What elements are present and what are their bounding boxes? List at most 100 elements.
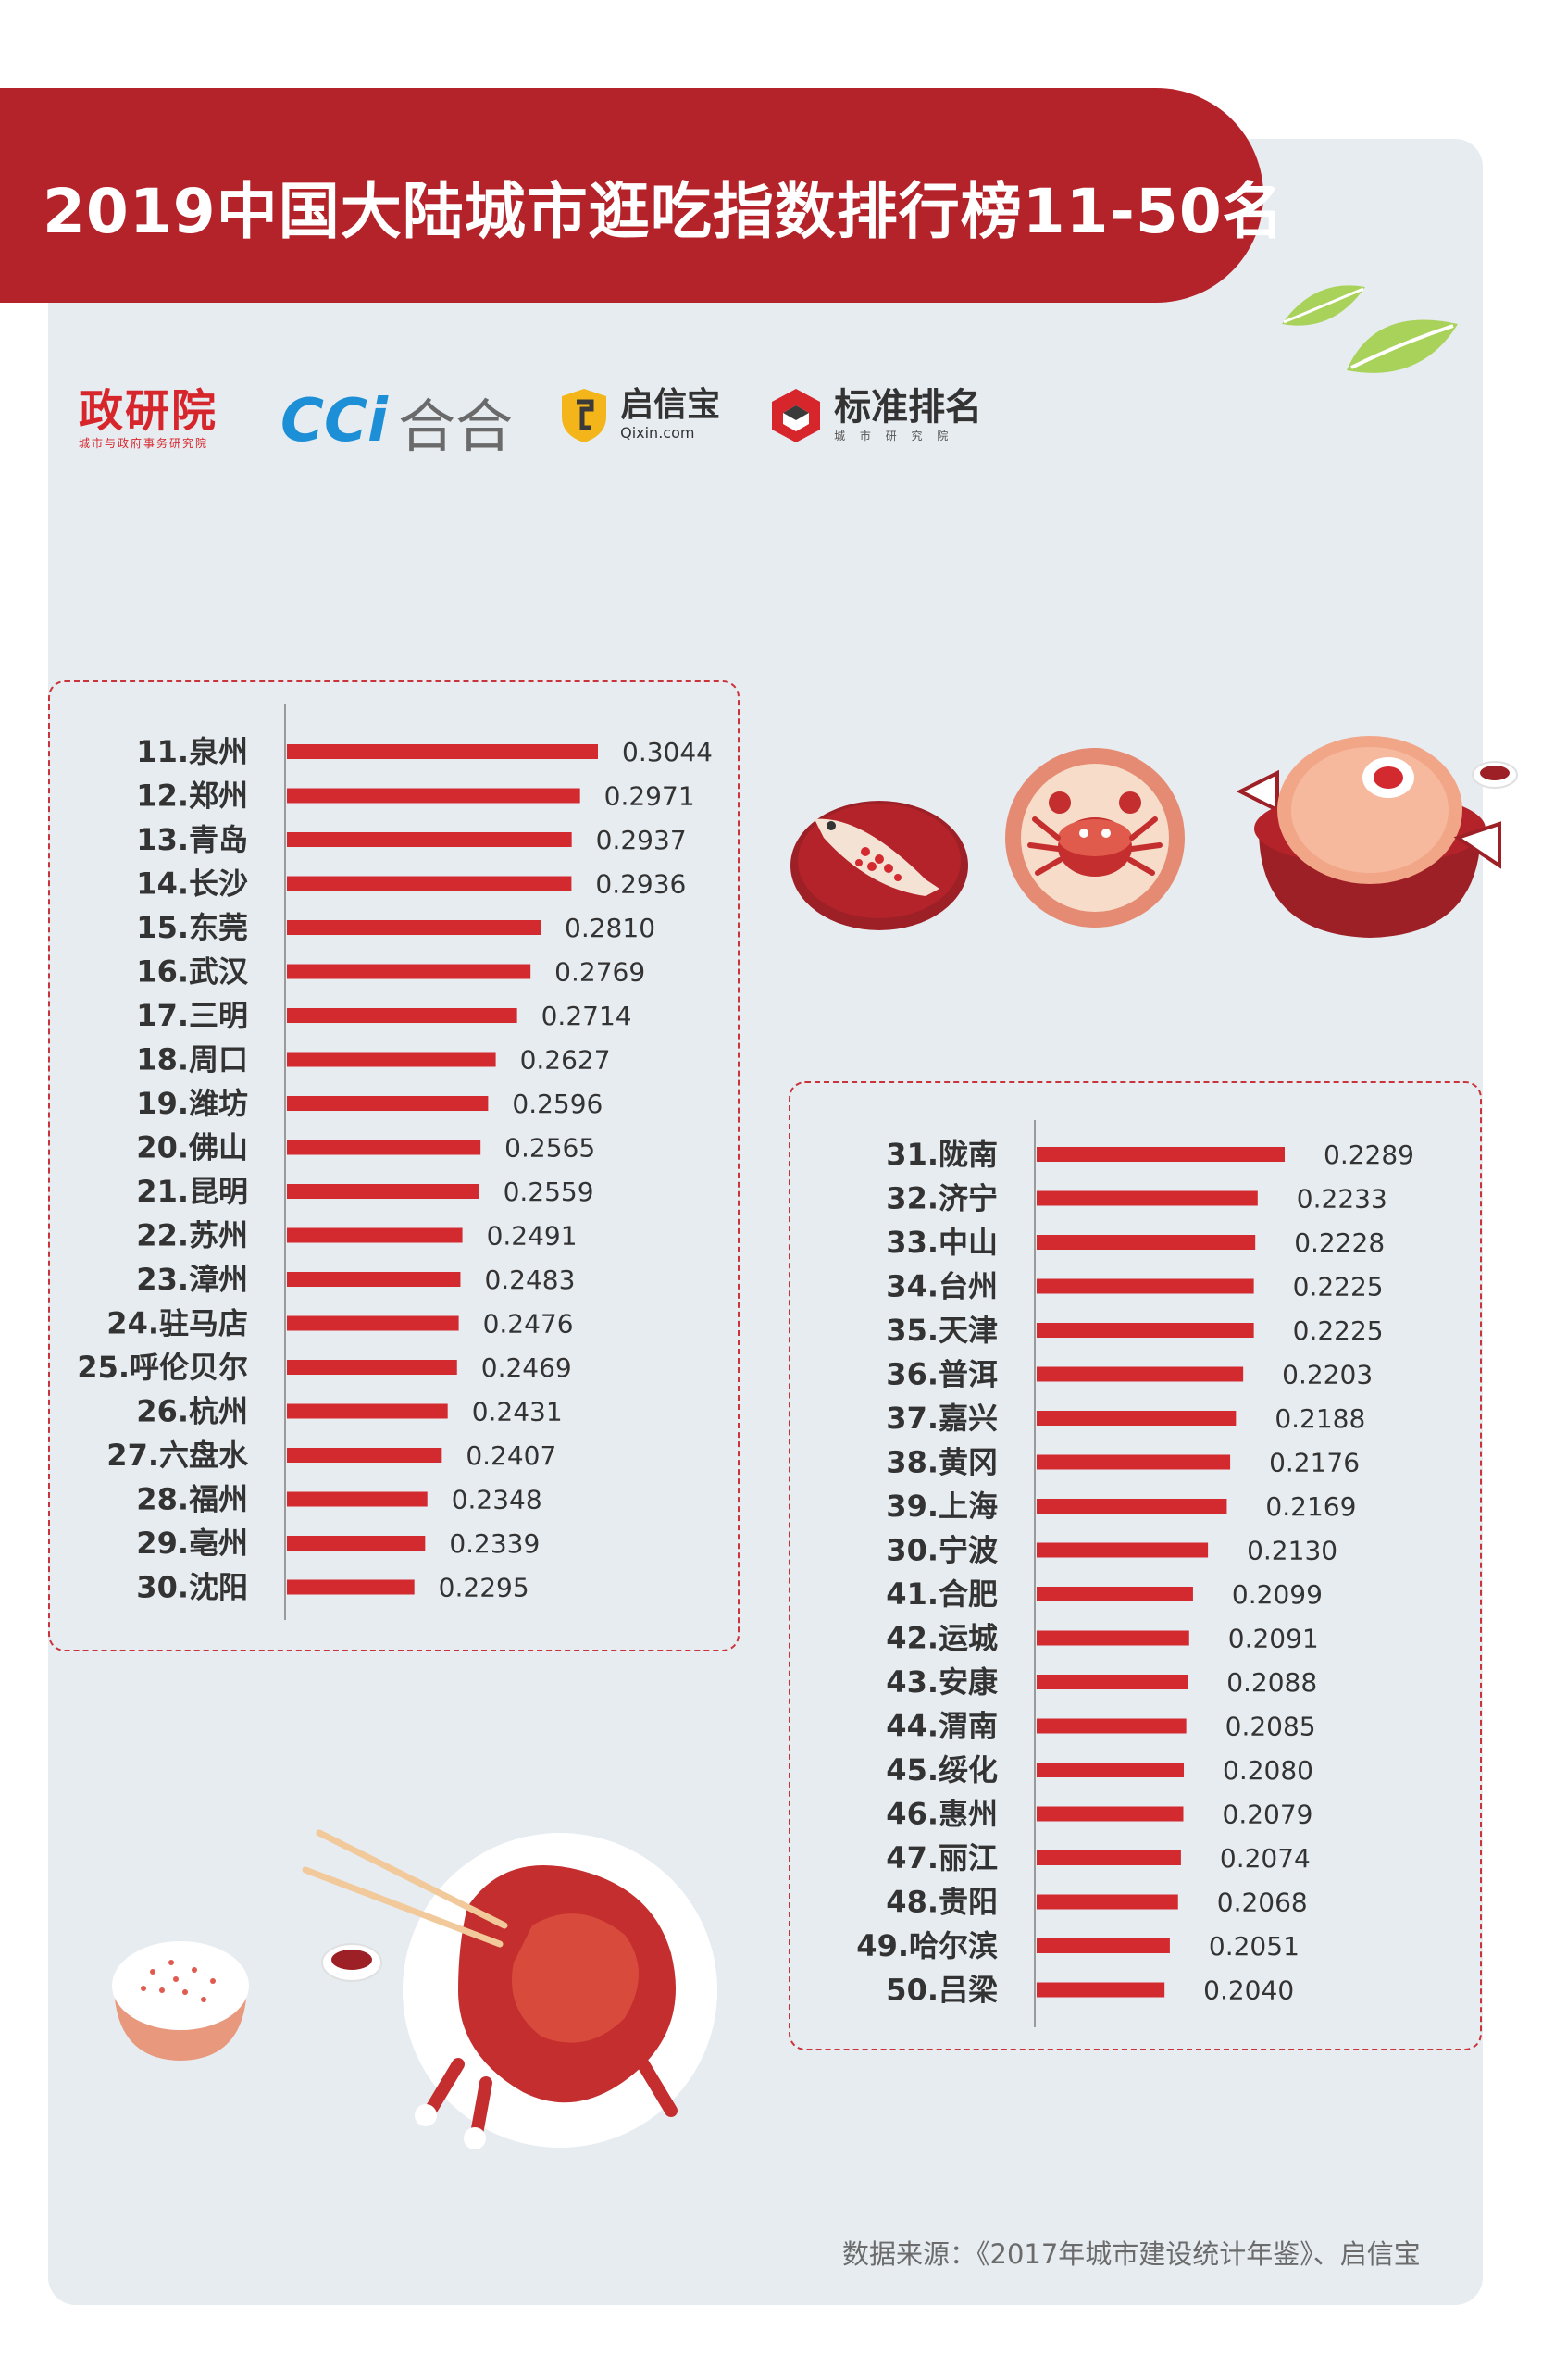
category-label: 13.青岛 — [136, 822, 248, 857]
bar — [1037, 1938, 1170, 1953]
category-label: 30.宁波 — [886, 1533, 998, 1568]
category-label: 22.苏州 — [136, 1218, 248, 1253]
logo-biaozhun: 标准排名 城 市 研 究 院 — [768, 387, 982, 444]
bar — [1037, 1630, 1189, 1646]
bar — [1037, 1894, 1178, 1910]
value-label: 0.2431 — [472, 1397, 563, 1427]
value-label: 0.2130 — [1247, 1536, 1337, 1566]
value-label: 0.2099 — [1232, 1579, 1323, 1610]
value-label: 0.2476 — [483, 1309, 574, 1340]
value-label: 0.2469 — [481, 1352, 572, 1383]
category-label: 23.漳州 — [136, 1262, 248, 1297]
bar — [287, 832, 572, 847]
bar — [287, 744, 598, 759]
category-label: 50.吕梁 — [886, 1973, 998, 2008]
value-label: 0.2068 — [1217, 1888, 1308, 1918]
bar — [287, 788, 580, 804]
category-label: 38.黄冈 — [886, 1445, 998, 1480]
bar — [1037, 1587, 1193, 1601]
bar — [287, 1272, 461, 1287]
value-label: 0.2714 — [541, 1001, 632, 1031]
bar — [1037, 1763, 1185, 1777]
value-label: 0.2188 — [1275, 1403, 1365, 1434]
category-label: 11.泉州 — [136, 734, 248, 769]
bar — [1037, 1718, 1187, 1734]
value-label: 0.2233 — [1297, 1184, 1387, 1215]
partner-logos: 政研院 城市与政府事务研究院 CCi 合合 启信宝 Qixin.com 标准排名… — [79, 380, 1004, 463]
category-label: 39.上海 — [886, 1489, 998, 1524]
category-label: 25.呼伦贝尔 — [77, 1350, 248, 1385]
chart-box-right — [789, 1081, 1482, 2050]
bar — [287, 1315, 459, 1331]
bar — [1037, 1499, 1227, 1514]
logo-zhengyanyuan-sub: 城市与政府事务研究院 — [79, 437, 209, 450]
bar — [1037, 1850, 1181, 1865]
category-label: 20.佛山 — [136, 1130, 248, 1165]
category-label: 30.沈阳 — [136, 1570, 248, 1605]
value-label: 0.3044 — [622, 737, 713, 767]
category-label: 26.杭州 — [136, 1394, 248, 1429]
bar — [287, 964, 531, 979]
category-label: 43.安康 — [886, 1664, 999, 1700]
logo-qixin-name: 启信宝 — [620, 386, 721, 424]
pot-icon — [1236, 736, 1518, 938]
roast-chicken-icon — [302, 1829, 717, 2149]
bar — [1037, 1323, 1254, 1338]
value-label: 0.2971 — [604, 781, 695, 812]
category-label: 17.三明 — [136, 998, 248, 1033]
category-label: 42.运城 — [886, 1621, 998, 1656]
category-label: 27.六盘水 — [106, 1438, 249, 1473]
bar — [287, 1008, 517, 1023]
logo-cci: CCi 合合 — [280, 380, 513, 463]
background-panel — [48, 139, 1483, 2305]
value-label: 0.2091 — [1228, 1624, 1319, 1654]
value-label: 0.2627 — [520, 1045, 611, 1076]
value-label: 0.2225 — [1293, 1315, 1384, 1346]
category-label: 45.绥化 — [886, 1752, 998, 1788]
bar — [1037, 1411, 1237, 1426]
category-label: 48.贵阳 — [886, 1885, 998, 1920]
bar — [287, 1448, 442, 1463]
bar — [287, 1579, 415, 1595]
value-label: 0.2565 — [504, 1133, 595, 1164]
category-label: 28.福州 — [136, 1482, 248, 1517]
bar — [287, 1536, 426, 1551]
value-label: 0.2936 — [595, 869, 686, 900]
data-source: 数据来源：《2017年城市建设统计年鉴》、启信宝 — [842, 2238, 1421, 2270]
category-label: 18.周口 — [136, 1042, 248, 1078]
logo-zhengyanyuan: 政研院 城市与政府事务研究院 — [79, 387, 218, 451]
bar — [287, 920, 541, 935]
bar — [1037, 1278, 1254, 1294]
category-label: 41.合肥 — [886, 1576, 998, 1612]
sauce-dish-icon — [321, 1943, 382, 1982]
bar — [287, 1360, 457, 1375]
category-label: 37.嘉兴 — [886, 1401, 998, 1436]
category-label: 36.普洱 — [886, 1357, 998, 1392]
category-label: 19.潍坊 — [136, 1086, 248, 1121]
page-title: 2019中国大陆城市逛吃指数排行榜11-50名 — [43, 176, 1285, 247]
value-label: 0.2079 — [1223, 1800, 1313, 1830]
bar — [1037, 1190, 1258, 1206]
value-label: 0.2483 — [484, 1265, 575, 1295]
bar — [287, 1491, 428, 1507]
category-label: 24.驻马店 — [106, 1306, 248, 1341]
bar — [1037, 1542, 1209, 1558]
category-label: 14.长沙 — [136, 866, 248, 902]
value-label: 0.2295 — [439, 1573, 529, 1603]
category-label: 12.郑州 — [136, 779, 248, 814]
bar — [287, 1096, 489, 1111]
value-label: 0.2040 — [1203, 1975, 1294, 2006]
logo-cci-name: 合合 — [397, 393, 513, 460]
value-label: 0.2769 — [554, 957, 645, 988]
value-label: 0.2088 — [1226, 1667, 1317, 1698]
value-label: 0.2348 — [452, 1485, 542, 1515]
value-label: 0.2339 — [449, 1528, 540, 1559]
leaf-icon — [1282, 285, 1458, 373]
bar — [1037, 1147, 1285, 1162]
bar — [287, 876, 572, 891]
category-label: 31.陇南 — [886, 1137, 998, 1172]
category-label: 29.亳州 — [136, 1526, 248, 1561]
category-label: 16.武汉 — [136, 954, 249, 990]
value-label: 0.2491 — [487, 1221, 578, 1252]
